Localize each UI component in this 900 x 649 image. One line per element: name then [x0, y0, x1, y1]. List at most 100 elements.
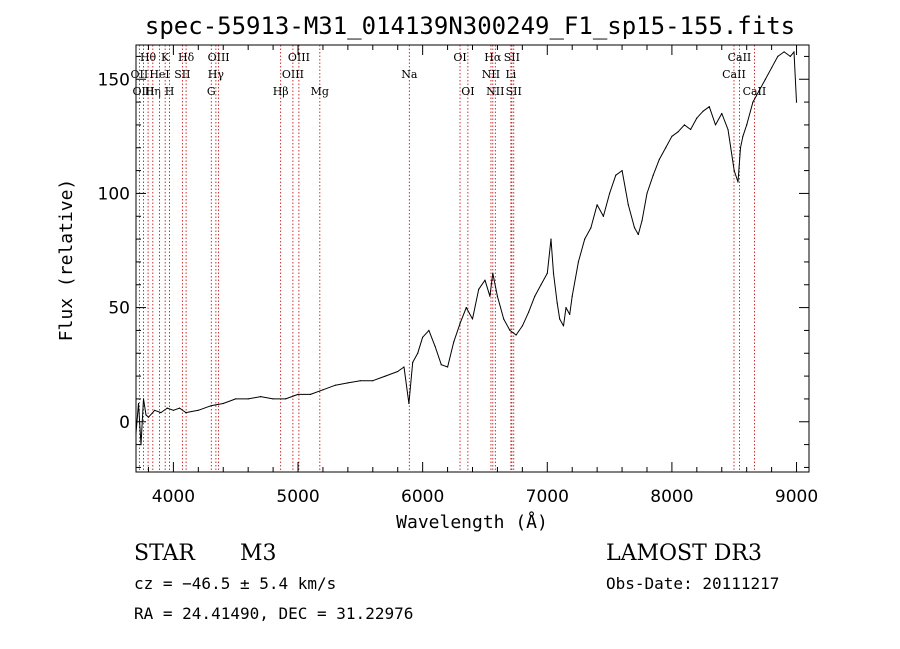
data-point-0-19	[285, 398, 287, 400]
data-point-0-28	[397, 370, 399, 373]
x-tick-label-5000: 5000	[276, 487, 319, 507]
data-point-0-64	[584, 238, 586, 240]
emission-label-4: Hη	[145, 85, 161, 98]
data-point-0-40	[465, 307, 467, 309]
survey-name: LAMOST DR3	[606, 541, 762, 566]
x-axis-label: Wavelength (Å)	[396, 511, 548, 533]
data-point-0-72	[633, 227, 636, 229]
emission-label-18: OI	[461, 85, 474, 98]
data-point-0-74	[641, 220, 643, 222]
data-point-0-75	[646, 192, 648, 194]
data-point-0-46	[496, 295, 498, 297]
object-subclass: M3	[240, 541, 277, 566]
data-point-0-59	[562, 325, 565, 327]
data-point-0-61	[569, 313, 571, 315]
data-point-0-12	[197, 409, 199, 411]
emission-label-2: OIII	[132, 85, 154, 98]
data-point-0-32	[417, 352, 419, 354]
data-point-0-78	[665, 147, 667, 149]
data-point-0-90	[737, 181, 739, 183]
data-point-0-7	[160, 412, 162, 414]
y-tick-label-100: 100	[98, 184, 130, 204]
data-point-0-18	[272, 398, 274, 400]
data-point-0-80	[677, 131, 679, 133]
data-point-0-99	[783, 51, 785, 53]
emission-label-26: CaII	[722, 68, 746, 81]
data-point-0-97	[771, 67, 773, 69]
y-axis-label: Flux (relative)	[56, 179, 77, 342]
data-point-0-25	[359, 380, 361, 382]
data-point-0-96	[764, 78, 767, 80]
data-point-0-79	[671, 135, 673, 137]
chart-title: spec-55913-M31_014139N300249_F1_sp15-155…	[145, 12, 795, 40]
x-tick-label-6000: 6000	[401, 487, 444, 507]
data-point-0-49	[515, 334, 517, 336]
data-point-0-60	[565, 307, 567, 309]
data-point-0-81	[683, 124, 686, 126]
data-point-0-54	[546, 272, 548, 274]
data-point-0-63	[577, 261, 580, 263]
data-point-0-69	[615, 174, 617, 176]
data-point-0-41	[471, 318, 474, 320]
data-point-0-65	[590, 227, 592, 229]
data-point-0-44	[489, 295, 491, 297]
data-point-0-9	[172, 409, 174, 411]
data-point-0-23	[334, 384, 336, 386]
x-tick-label-4000: 4000	[152, 487, 195, 507]
data-point-0-62	[571, 295, 573, 297]
data-point-0-29	[403, 366, 405, 368]
data-point-0-39	[459, 323, 461, 325]
emission-label-23: Li	[505, 68, 516, 81]
emission-label-7: SII	[174, 68, 190, 81]
data-point-0-43	[484, 279, 486, 281]
data-point-0-70	[621, 170, 623, 172]
data-point-0-93	[746, 124, 748, 126]
data-point-0-52	[534, 295, 536, 297]
data-point-0-55	[550, 238, 552, 240]
emission-label-3: K	[161, 51, 170, 64]
emission-label-17: OI	[453, 51, 466, 64]
object-class: STAR	[134, 541, 196, 566]
data-point-0-1	[137, 402, 140, 405]
coordinates: RA = 24.41490, DEC = 31.22976	[134, 604, 413, 623]
data-point-0-17	[260, 396, 262, 398]
series-line-flux	[135, 51, 797, 446]
emission-label-5: HeI	[149, 68, 169, 81]
data-point-0-48	[509, 329, 511, 331]
data-point-0-36	[440, 364, 442, 366]
data-point-0-11	[185, 412, 187, 414]
data-point-0-102	[795, 101, 798, 103]
data-point-0-101	[793, 51, 795, 53]
data-point-0-14	[222, 402, 224, 405]
data-point-0-67	[602, 215, 605, 217]
emission-label-14: OIII	[288, 51, 310, 64]
data-point-0-88	[727, 128, 729, 131]
emission-label-9: OIII	[208, 51, 230, 64]
x-tick-label-8000: 8000	[650, 487, 693, 507]
data-point-0-15	[235, 398, 237, 400]
y-tick-label-50: 50	[108, 299, 130, 319]
data-point-0-6	[154, 409, 156, 411]
data-point-0-95	[758, 90, 760, 92]
data-point-0-24	[347, 382, 349, 384]
series-layer	[135, 51, 798, 446]
emission-label-13: OIII	[282, 68, 304, 81]
redshift-cz: cz = −46.5 ± 5.4 km/s	[134, 574, 336, 593]
data-point-0-16	[247, 398, 249, 400]
emission-label-19: Hα	[484, 51, 502, 64]
data-point-0-77	[658, 158, 661, 160]
data-point-0-87	[721, 112, 723, 115]
data-point-0-45	[492, 272, 494, 274]
data-point-0-92	[742, 135, 744, 137]
data-point-0-34	[428, 329, 430, 331]
data-point-0-68	[609, 192, 611, 194]
data-point-0-13	[210, 405, 212, 407]
x-tick-label-7000: 7000	[526, 487, 569, 507]
data-point-0-20	[297, 393, 299, 395]
emission-label-12: Hβ	[273, 85, 289, 98]
data-point-0-37	[447, 366, 449, 368]
emission-label-11: G	[207, 85, 216, 98]
data-point-0-33	[422, 336, 424, 338]
